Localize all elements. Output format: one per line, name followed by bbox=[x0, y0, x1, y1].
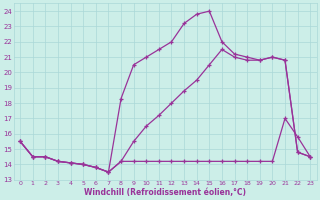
X-axis label: Windchill (Refroidissement éolien,°C): Windchill (Refroidissement éolien,°C) bbox=[84, 188, 246, 197]
